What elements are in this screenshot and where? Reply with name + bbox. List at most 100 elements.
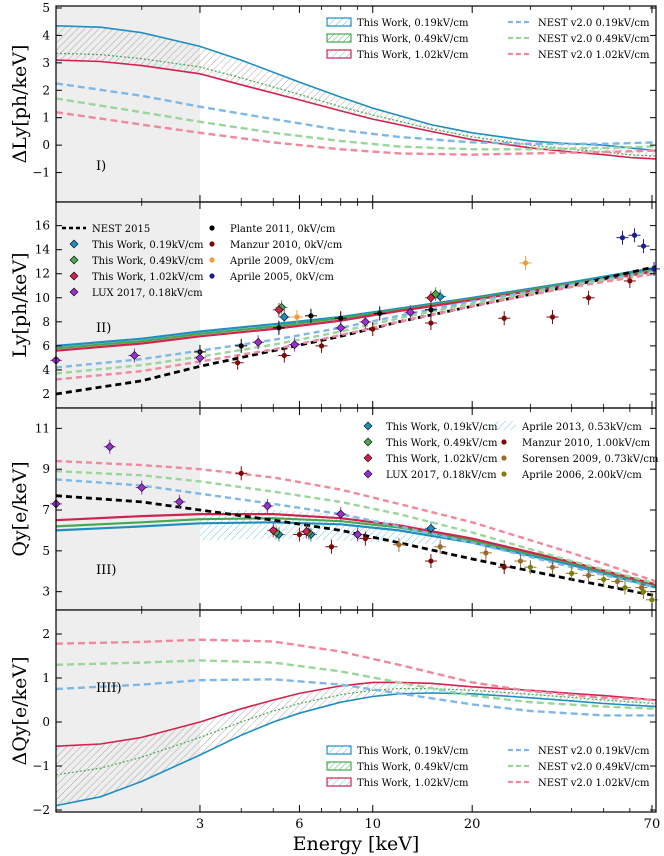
y-tick-label: 10 xyxy=(35,291,50,305)
y-tick-label: 2 xyxy=(42,387,50,401)
band-upper-line xyxy=(55,681,657,747)
y-tick-label: 0 xyxy=(42,715,50,729)
y-tick-label: −2 xyxy=(32,803,50,817)
y-tick-label: 2 xyxy=(42,83,50,97)
legend-label: This Work, 0.19kV/cm xyxy=(357,746,469,757)
legend-marker xyxy=(209,241,215,247)
y-tick-label: 4 xyxy=(42,28,50,42)
data-point-6 xyxy=(353,530,363,539)
data-point-7 xyxy=(638,584,644,591)
y-tick-label: 1 xyxy=(42,671,50,685)
y-tick-label: 1 xyxy=(42,111,50,125)
legend-marker xyxy=(69,239,79,249)
y-tick-label: 14 xyxy=(35,243,51,257)
data-point-1 xyxy=(238,343,244,349)
y-tick-label: 5 xyxy=(42,544,50,558)
data-point-2 xyxy=(137,483,147,492)
legend-swatch xyxy=(326,777,352,787)
data-point-4 xyxy=(262,501,272,511)
data-point-3 xyxy=(370,326,376,332)
data-point-4 xyxy=(640,589,647,595)
data-point-7 xyxy=(585,295,592,301)
panel-4: 2 1 0 −1 −2 ΔQy[e/keV] IIII) This Work, 0.19kV/… xyxy=(9,609,657,817)
legend-label: Manzur 2010, 1.00kV/cm xyxy=(522,438,651,449)
band-mid-line xyxy=(55,688,657,776)
y-axis-label: ΔLy[ph/keV] xyxy=(9,45,31,164)
data-point-0 xyxy=(268,526,278,535)
legend-label: NEST v2.0 1.02kV/cm xyxy=(538,50,650,61)
series-line xyxy=(55,459,657,583)
legend-marker xyxy=(209,273,215,279)
legend-label: Sorensen 2009, 0.73kV/cm xyxy=(522,454,659,465)
legend-marker xyxy=(363,421,373,431)
data-point-2 xyxy=(276,325,282,331)
legend-label: This Work, 0.49kV/cm xyxy=(357,762,469,773)
data-point-5 xyxy=(336,323,346,333)
band-lower-line xyxy=(55,59,657,160)
legend-marker xyxy=(69,255,79,265)
series-line xyxy=(55,478,657,589)
legend-label: This Work, 0.49kV/cm xyxy=(357,34,469,45)
y-tick-label: 12 xyxy=(35,267,50,281)
x-tick-label: 20 xyxy=(464,817,481,832)
y-tick-label: 2 xyxy=(42,627,50,641)
legend-label: This Work, 0.49kV/cm xyxy=(386,438,498,449)
data-point-2 xyxy=(195,353,205,363)
legend-label: NEST v2.0 0.19kV/cm xyxy=(538,746,650,757)
legend-label: NEST 2015 xyxy=(92,224,150,235)
y-axis-label: Qy[e/keV] xyxy=(9,461,31,556)
data-point-4 xyxy=(549,564,556,570)
y-tick-label: 3 xyxy=(42,585,50,599)
legend-label: NEST v2.0 1.02kV/cm xyxy=(538,778,650,789)
legend-label: This Work, 1.02kV/cm xyxy=(92,272,204,283)
panel-label: III) xyxy=(96,563,116,578)
series-line xyxy=(55,271,657,375)
legend-label: LUX 2017, 0.18kV/cm xyxy=(386,470,497,481)
y-tick-label: 7 xyxy=(42,503,50,517)
data-point-1 xyxy=(569,570,575,576)
series-line xyxy=(55,521,657,589)
data-point-3 xyxy=(253,337,263,347)
legend-swatch xyxy=(492,421,516,430)
data-point-2 xyxy=(483,550,489,556)
y-tick-label: 3 xyxy=(42,56,50,70)
band-lower-line xyxy=(55,692,657,807)
x-axis-label: Energy [keV] xyxy=(293,833,420,855)
data-point-6 xyxy=(360,317,370,327)
data-point-0 xyxy=(294,314,300,320)
legend-swatch xyxy=(326,17,352,27)
legend-swatch xyxy=(326,761,352,771)
data-point-1 xyxy=(130,351,139,360)
data-point-3 xyxy=(517,558,524,564)
x-axis: 3 6 10 20 70 Energy [keV] xyxy=(196,817,660,855)
x-tick-label: 6 xyxy=(295,817,303,832)
legend-label: This Work, 0.19kV/cm xyxy=(92,240,204,251)
legend-label: This Work, 0.19kV/cm xyxy=(386,422,498,433)
uncertainty-band xyxy=(56,25,656,159)
legend-label: This Work, 1.02kV/cm xyxy=(357,778,469,789)
series-line xyxy=(55,272,657,381)
series-line xyxy=(55,270,657,369)
data-point-3 xyxy=(651,266,657,272)
data-point-2 xyxy=(601,576,607,583)
data-point-5 xyxy=(501,315,507,321)
legend-label: This Work, 1.02kV/cm xyxy=(386,454,498,465)
data-point-0 xyxy=(274,305,284,315)
data-point-1 xyxy=(426,293,436,303)
data-point-5 xyxy=(377,310,383,317)
legend-marker xyxy=(363,469,373,479)
data-point-2 xyxy=(640,243,647,249)
nest-line xyxy=(55,111,657,156)
legend-label: NEST v2.0 0.49kV/cm xyxy=(538,34,650,45)
nest-line xyxy=(55,659,657,710)
legend-marker xyxy=(209,225,215,231)
y-tick-label: 8 xyxy=(42,315,50,329)
nest-line xyxy=(55,97,657,151)
nest-line xyxy=(55,638,657,702)
x-tick-label: 3 xyxy=(196,817,204,832)
data-point-7 xyxy=(405,307,415,317)
data-point-0 xyxy=(396,542,402,548)
uncertainty-band xyxy=(56,682,656,806)
nest-line xyxy=(55,82,657,145)
